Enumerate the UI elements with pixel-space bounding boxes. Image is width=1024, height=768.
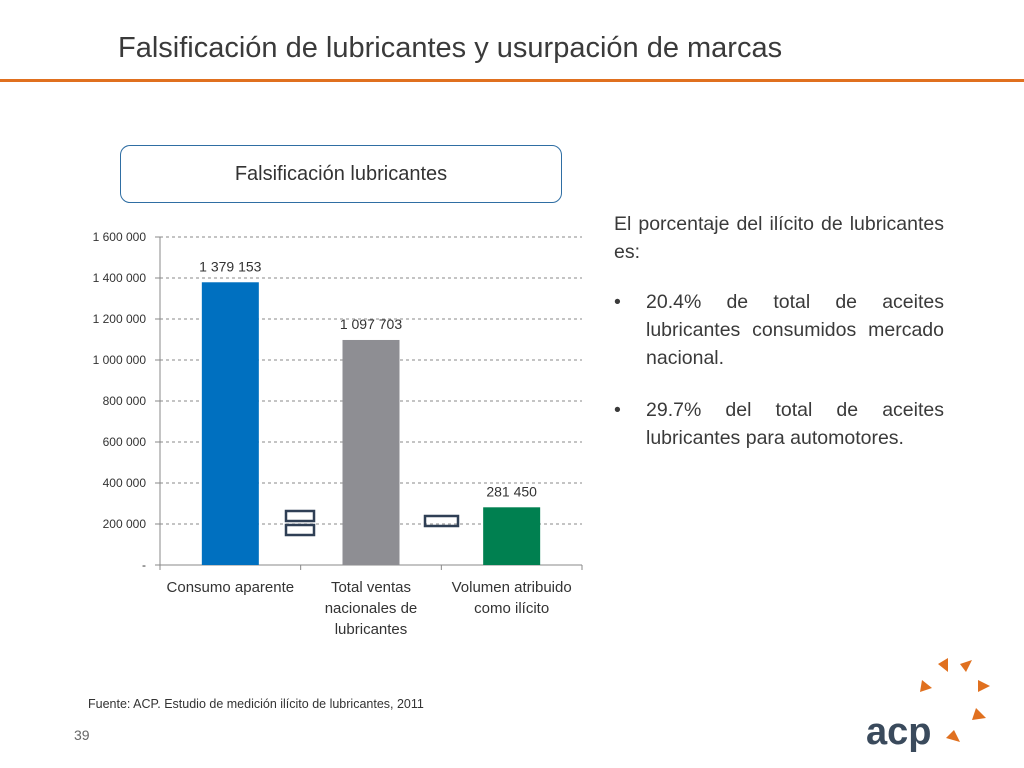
chart-title: Falsificación lubricantes xyxy=(234,162,448,185)
y-tick-label: - xyxy=(142,558,146,572)
category-label: lubricantes xyxy=(335,621,408,638)
y-tick-label: 400 000 xyxy=(103,476,147,490)
bullet-item-2: 29.7% del total de aceites lubricantes p… xyxy=(614,396,944,452)
slide-title: Falsificación de lubricantes y usurpació… xyxy=(118,32,783,64)
y-tick-label: 600 000 xyxy=(103,435,147,449)
bullet-list: 20.4% de total de aceites lubricantes co… xyxy=(614,288,944,452)
page-number: 39 xyxy=(74,727,90,743)
logo-text: acp xyxy=(866,711,931,753)
title-divider xyxy=(0,79,1024,82)
y-tick-label: 1 200 000 xyxy=(93,312,147,326)
source-note: Fuente: ACP. Estudio de medición ilícito… xyxy=(88,697,424,711)
data-label-2: 1 097 703 xyxy=(340,316,402,332)
data-label-1: 1 379 153 xyxy=(199,258,261,274)
greater-equal-symbol xyxy=(284,523,316,537)
category-label: Consumo aparente xyxy=(167,579,295,596)
y-tick-label: 1 400 000 xyxy=(93,271,147,285)
bullet-item-1: 20.4% de total de aceites lubricantes co… xyxy=(614,288,944,372)
category-label: Total ventas xyxy=(331,579,411,596)
greater-than-symbol xyxy=(423,514,460,528)
bar-2 xyxy=(342,339,400,565)
bar-3 xyxy=(483,507,541,565)
logo-star-icon xyxy=(920,658,990,742)
right-text-panel: El porcentaje del ilícito de lubricantes… xyxy=(614,210,944,476)
data-label-3: 281 450 xyxy=(486,483,537,499)
bar-chart: - 200 000 400 000 600 000 800 000 1 000 000 1 … xyxy=(93,230,583,638)
acp-logo: acp xyxy=(866,658,990,753)
intro-text: El porcentaje del ilícito de lubricantes… xyxy=(614,213,944,263)
y-tick-label: 1 600 000 xyxy=(93,230,147,244)
bar-1 xyxy=(201,282,259,565)
y-tick-label: 1 000 000 xyxy=(93,353,147,367)
category-label: como ilícito xyxy=(474,600,549,617)
greater-equal-symbol xyxy=(284,509,316,523)
chart-title-box: Falsificación lubricantes xyxy=(120,145,562,203)
y-tick-label: 200 000 xyxy=(103,517,147,531)
category-label: nacionales de xyxy=(325,600,418,617)
y-tick-label: 800 000 xyxy=(103,394,147,408)
category-label: Volumen atribuido xyxy=(452,579,572,596)
